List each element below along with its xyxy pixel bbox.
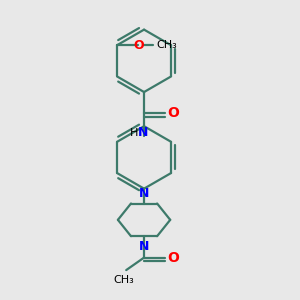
- Text: CH₃: CH₃: [157, 40, 178, 50]
- Text: N: N: [139, 240, 149, 253]
- Text: O: O: [133, 39, 144, 52]
- Text: N: N: [137, 126, 148, 139]
- Text: O: O: [167, 106, 179, 120]
- Text: H: H: [130, 128, 139, 138]
- Text: CH₃: CH₃: [113, 274, 134, 284]
- Text: N: N: [139, 187, 149, 200]
- Text: O: O: [167, 250, 179, 265]
